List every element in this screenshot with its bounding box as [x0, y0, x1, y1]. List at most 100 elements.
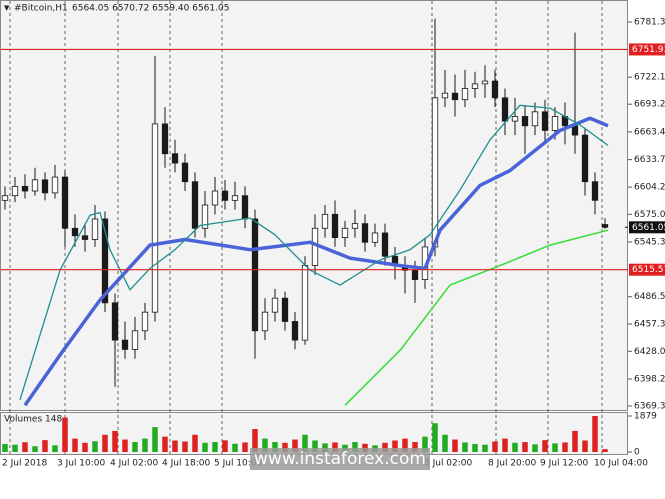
x-tick-label: 8 Jul 20:00: [488, 459, 537, 469]
candle-body: [471, 83, 479, 89]
candle-body: [51, 176, 59, 194]
y-tick-label: 6722.15: [634, 73, 665, 83]
volume-tick-label: 1879: [634, 412, 657, 422]
volume-tick-label: 0: [634, 448, 640, 458]
x-tick-label: 2 Jul 2018: [2, 459, 47, 469]
volume-bar: [122, 439, 128, 452]
candle-body: [241, 195, 249, 220]
volume-bar: [542, 440, 548, 452]
volume-bar: [332, 442, 338, 452]
candle-body: [21, 185, 29, 192]
y-tick-label: 6457.30: [634, 319, 665, 329]
level-label: 6751.93: [632, 45, 665, 55]
volume-bar: [12, 444, 18, 452]
ma-line: [19, 104, 609, 400]
candle-body: [351, 223, 359, 229]
y-tick-label: 6633.70: [634, 155, 665, 165]
volume-bar: [442, 434, 448, 452]
candle-body: [211, 190, 219, 206]
volume-bar: [572, 430, 578, 452]
candle-body: [411, 269, 419, 280]
level-tag: [629, 43, 665, 56]
volume-bar: [242, 442, 248, 452]
volume-bar: [222, 440, 228, 452]
candle-body: [291, 321, 299, 341]
x-tick-label: 4 Jul 02:00: [110, 459, 159, 469]
candle-body: [571, 125, 579, 136]
last-price-tag: [629, 221, 665, 234]
candle-body: [91, 218, 99, 240]
volume-bar: [162, 436, 168, 452]
candle-body: [121, 339, 129, 350]
volume-bar: [482, 444, 488, 452]
volume-bar: [532, 444, 538, 452]
volume-bar: [302, 434, 308, 452]
volume-bar: [492, 441, 498, 452]
candle-body: [541, 111, 549, 131]
candle-body: [491, 80, 499, 99]
y-tick-label: 6781.36: [634, 18, 665, 28]
candle-body: [161, 123, 169, 155]
candle-body: [311, 227, 319, 266]
watermark-box: [250, 448, 430, 470]
volume-bar: [262, 438, 268, 452]
volume-bar: [102, 434, 108, 452]
candle-body: [481, 80, 489, 85]
volume-bar: [352, 442, 358, 452]
y-tick-label: 6693.20: [634, 100, 665, 110]
x-tick-label: 9 Jul 12:00: [540, 459, 589, 469]
candle-body: [371, 232, 379, 243]
candle-body: [181, 162, 189, 183]
chart-title: #Bitcoin,H1: [14, 4, 68, 14]
candle-body: [551, 116, 559, 131]
candle-body: [271, 297, 279, 313]
volume-bar: [252, 429, 258, 452]
y-tick-label: 6428.00: [634, 347, 665, 357]
candle-body: [581, 134, 589, 183]
candle-body: [301, 265, 309, 341]
candle-body: [111, 302, 119, 341]
y-tick-label: 6575.00: [634, 210, 665, 220]
volume-bar: [552, 443, 558, 452]
candle-body: [261, 311, 269, 332]
candle-body: [41, 179, 49, 194]
candle-body: [281, 297, 289, 322]
x-tick-label: 10 Jul 04:00: [594, 459, 648, 469]
level-label: 6515.57: [632, 265, 665, 275]
volume-bar: [522, 442, 528, 452]
candle-body: [601, 224, 609, 228]
volume-bar: [502, 438, 508, 452]
volume-bar: [582, 440, 588, 452]
y-tick-label: 6369.35: [634, 401, 665, 411]
candle-body: [191, 181, 199, 229]
ma-line: [344, 229, 609, 406]
candle-body: [251, 218, 259, 332]
volume-bar: [112, 430, 118, 452]
collapse-arrow: ▼: [4, 4, 10, 12]
candle-body: [451, 92, 459, 101]
y-tick-label: 6604.20: [634, 183, 665, 193]
volume-bar: [602, 449, 608, 452]
level-tag: [629, 263, 665, 276]
candle-body: [521, 116, 529, 127]
candle-body: [531, 111, 539, 127]
candle-body: [341, 227, 349, 239]
volume-bar: [592, 416, 598, 452]
volume-bar: [62, 417, 68, 452]
volume-bar: [472, 443, 478, 452]
volume-bar: [412, 442, 418, 452]
x-tick-label: 4 Jul 18:00: [162, 459, 211, 469]
volume-bar: [272, 442, 278, 452]
volume-bar: [192, 434, 198, 452]
volume-bar: [322, 443, 328, 452]
price-panel: [0, 0, 628, 411]
volume-bar: [362, 443, 368, 452]
x-tick-label: 3 Jul 10:00: [57, 459, 106, 469]
volume-bar: [282, 442, 288, 452]
volume-bar: [512, 442, 518, 452]
volume-bar: [2, 443, 8, 452]
last-price-label: 6561.05: [632, 223, 665, 233]
watermark: www.instaforex.com: [254, 449, 426, 469]
candle-body: [361, 223, 369, 243]
volume-bar: [562, 442, 568, 452]
